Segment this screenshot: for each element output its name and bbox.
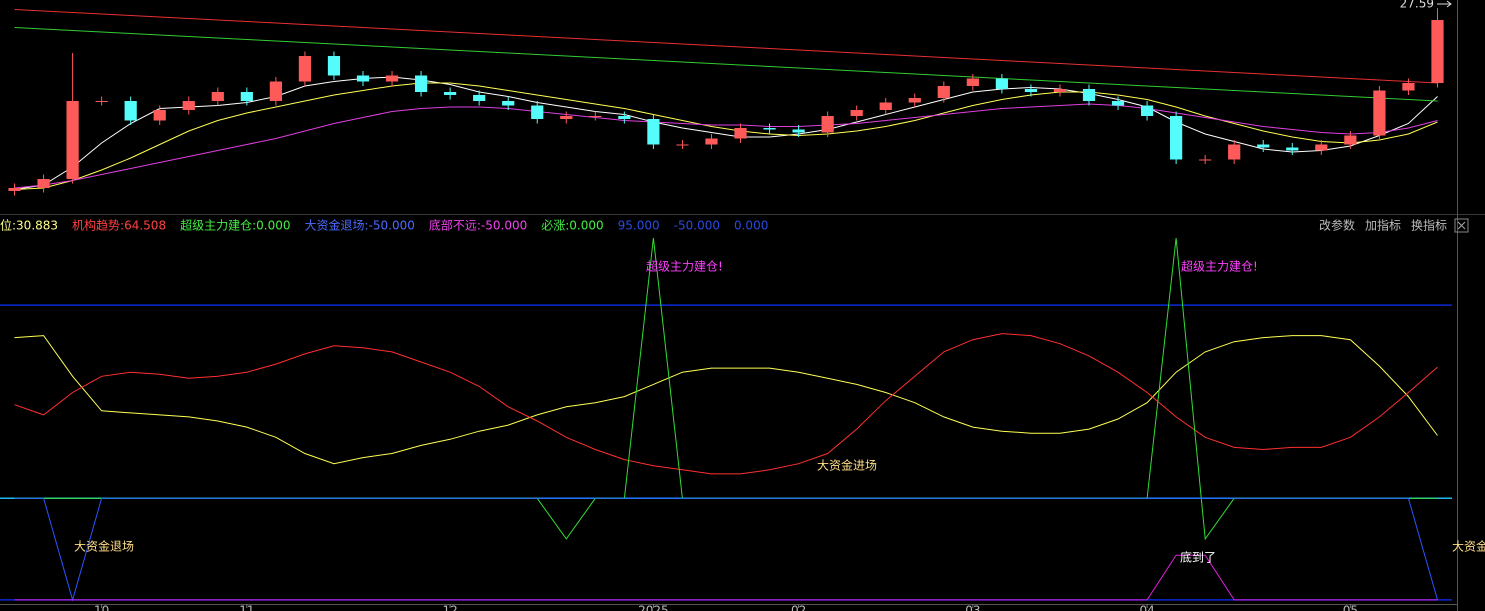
- toolbar-button[interactable]: 加指标: [1365, 218, 1401, 233]
- toolbar-button[interactable]: 换指标: [1411, 218, 1447, 233]
- x-tick-label: 10: [94, 604, 109, 611]
- candle-body: [95, 101, 108, 102]
- close-icon: [1457, 221, 1466, 230]
- annotation: 大资金退场: [74, 539, 134, 554]
- indicator-line: [14, 497, 1438, 602]
- candle-body: [1024, 89, 1038, 92]
- candle-body: [1286, 147, 1299, 151]
- candle-body: [414, 75, 428, 92]
- candle-body: [1402, 83, 1415, 91]
- x-tick-label: 05: [1343, 604, 1358, 611]
- indicator-line: [14, 333, 1438, 475]
- ma-line: [14, 9, 1438, 84]
- candle-body: [124, 101, 137, 121]
- annotation: 超级主力建仓!: [1181, 259, 1258, 274]
- candle-body: [1170, 116, 1183, 160]
- indicator-line: [14, 554, 1438, 601]
- annotation: 底到了: [1180, 550, 1216, 565]
- x-tick-label: 2025: [638, 604, 669, 611]
- candle-body: [1199, 159, 1212, 161]
- candle-body: [66, 101, 79, 179]
- annotation: 超级主力建仓!: [646, 259, 723, 274]
- x-tick-label: 04: [1139, 604, 1154, 611]
- candle-body: [618, 116, 631, 119]
- candle-body: [676, 144, 689, 146]
- close-button[interactable]: [1454, 218, 1469, 233]
- x-tick-label: 02: [791, 604, 806, 611]
- ma-line: [14, 27, 1438, 102]
- x-tick-label: 12: [442, 604, 457, 611]
- candle-body: [8, 188, 21, 191]
- legend-item: 机构趋势:64.508: [72, 218, 166, 233]
- indicator-line: [14, 335, 1438, 465]
- candle-body: [1140, 105, 1154, 116]
- candle-body: [182, 101, 195, 110]
- annotation: 大资金进场: [817, 458, 877, 473]
- candle-body: [240, 92, 253, 101]
- ma-line: [14, 82, 1438, 190]
- candle-body: [1111, 101, 1125, 106]
- max-price-label: 27.59: [1400, 0, 1434, 11]
- candle-body: [531, 105, 544, 119]
- ma-line: [14, 103, 1438, 189]
- max-arrow: [1437, 0, 1452, 8]
- candle-body: [995, 78, 1008, 89]
- legend-item: 0.000: [734, 219, 768, 233]
- candle-body: [705, 138, 718, 145]
- toolbar-button[interactable]: 改参数: [1319, 218, 1355, 233]
- candle-body: [444, 92, 457, 95]
- x-tick-label: 03: [965, 604, 980, 611]
- legend-item: 大资金退场:-50.000: [305, 218, 415, 233]
- x-tick-label: 11: [239, 604, 254, 611]
- candle-body: [37, 179, 50, 188]
- candle-body: [356, 75, 370, 82]
- candle-body: [908, 98, 921, 103]
- legend-item: 95.000: [618, 219, 660, 233]
- legend-item: 位:30.883: [0, 218, 58, 233]
- annotation: 大资金退场: [1452, 539, 1485, 554]
- legend-item: 超级主力建仓:0.000: [180, 218, 290, 233]
- candle-body: [298, 56, 312, 82]
- candle-body: [734, 128, 747, 139]
- candle-body: [937, 86, 950, 98]
- candle-body: [153, 110, 166, 121]
- candle-body: [211, 92, 224, 101]
- candle-body: [1344, 135, 1357, 145]
- ma-line: [14, 76, 1438, 190]
- candle-body: [502, 101, 515, 106]
- candle-body: [1257, 144, 1270, 148]
- legend-item: 必涨:0.000: [541, 218, 603, 233]
- legend-item: 底部不远:-50.000: [429, 218, 527, 233]
- candle-body: [269, 81, 282, 101]
- candle-body: [385, 75, 399, 82]
- candle-body: [763, 128, 776, 130]
- candle-body: [1431, 20, 1444, 83]
- candle-body: [879, 102, 892, 110]
- candle-body: [1228, 144, 1241, 160]
- candle-body: [560, 116, 573, 119]
- candle-body: [821, 116, 834, 133]
- candle-body: [1315, 144, 1328, 151]
- candle-body: [966, 78, 979, 86]
- candle-body: [792, 129, 805, 133]
- candle-body: [1373, 90, 1386, 136]
- candle-body: [589, 116, 602, 117]
- candle-body: [1082, 89, 1096, 101]
- candle-body: [473, 95, 486, 101]
- legend-item: -50.000: [674, 219, 720, 233]
- candle-body: [327, 56, 341, 76]
- candle-body: [850, 110, 863, 116]
- candle-body: [647, 119, 660, 145]
- candle-body: [1053, 89, 1067, 92]
